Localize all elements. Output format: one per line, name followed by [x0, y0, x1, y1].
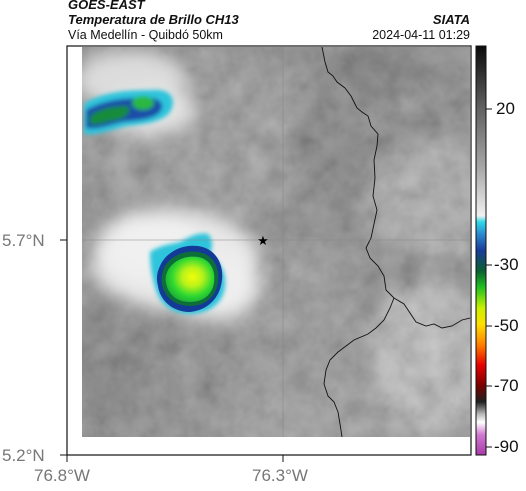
colorbar-label-minus-30: -30 — [494, 255, 519, 274]
lat-tick-5-2: 5.2°N — [2, 446, 45, 465]
region-subtitle: Vía Medellín - Quibdó 50km — [68, 28, 223, 42]
lat-tick-5-7: 5.7°N — [2, 231, 45, 250]
reference-star-marker: ★ — [257, 234, 269, 249]
timestamp: 2024-04-11 01:29 — [372, 28, 470, 42]
grid-lines — [82, 47, 470, 437]
colorbar-ticks — [486, 108, 492, 448]
colorbar-label-20: 20 — [496, 99, 515, 118]
source-label: SIATA — [432, 12, 470, 27]
colorbar-label-minus-50: -50 — [494, 316, 519, 335]
satellite-name: GOES-EAST — [68, 0, 145, 12]
product-title: Temperatura de Brillo CH13 — [68, 12, 239, 27]
colorbar-label-minus-90: -90 — [494, 437, 519, 456]
lon-tick-76-8: 76.8°W — [34, 466, 90, 485]
axis-ticks — [60, 239, 284, 462]
lon-tick-76-3: 76.3°W — [252, 466, 308, 485]
colorbar-label-minus-70: -70 — [494, 376, 519, 395]
colorbar — [475, 45, 487, 456]
border-lines — [321, 47, 470, 437]
